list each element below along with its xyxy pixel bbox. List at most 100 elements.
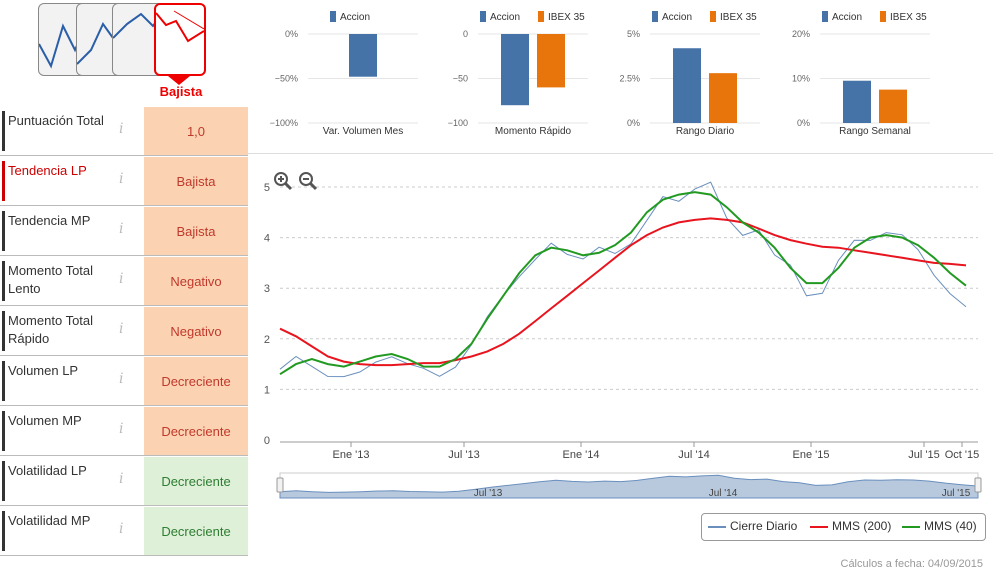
mini-chart-title: Var. Volumen Mes (323, 126, 403, 137)
y-tick-label: 3 (264, 283, 270, 295)
indicator-row: Momento Total Rápido i Negativo (0, 307, 248, 356)
x-tick-label: Ene '15 (793, 449, 830, 461)
x-tick-label: Ene '13 (333, 449, 370, 461)
bar-accion[interactable] (349, 34, 377, 77)
zoom-out-icon[interactable] (298, 171, 318, 191)
legend-mms200[interactable]: MMS (200) (810, 519, 891, 533)
info-icon[interactable]: i (119, 171, 124, 187)
series-cierre-diario[interactable] (279, 181, 967, 378)
row-marker (2, 211, 5, 251)
info-icon[interactable]: i (119, 271, 124, 287)
legend-cierre[interactable]: Cierre Diario (708, 519, 797, 533)
bar-accion[interactable] (501, 34, 529, 106)
legend-swatch (880, 11, 886, 22)
indicator-label: Momento Total Lento (8, 263, 94, 296)
indicator-label: Tendencia LP (8, 163, 87, 178)
navigator-label: Jul '14 (709, 488, 738, 499)
legend-swatch (538, 11, 544, 22)
indicator-label: Tendencia MP (8, 213, 91, 228)
navigator-area (279, 474, 979, 499)
y-tick-label: 20% (792, 29, 810, 39)
mini-chart: Accion 0% −50% −100% Var. Volumen Mes (270, 11, 418, 137)
legend-label: Accion (662, 12, 692, 23)
x-tick-label: Ene '14 (563, 449, 600, 461)
legend-label: IBEX 35 (548, 12, 585, 23)
indicator-row: Tendencia MP i Bajista (0, 207, 248, 256)
indicator-label: Momento Total Rápido (8, 313, 94, 346)
price-chart[interactable]: 5 4 3 2 1 0 Ene '13 Jul '13 Ene '14 Jul '14 Ene '1… (248, 153, 993, 513)
row-marker (2, 361, 5, 401)
selected-trend-label: Bajista (159, 84, 203, 99)
y-tick-label: 0% (285, 29, 298, 39)
x-tick-label: Jul '15 (908, 449, 939, 461)
legend-swatch (822, 11, 828, 22)
indicator-value: Negativo (144, 307, 248, 355)
zoom-in-icon[interactable] (273, 171, 293, 191)
y-tick-label: 2 (264, 334, 270, 346)
legend-label: Accion (832, 12, 862, 23)
info-icon[interactable]: i (119, 421, 124, 437)
indicator-row: Volatilidad MP i Decreciente (0, 507, 248, 556)
y-tick-label: −50% (275, 74, 298, 84)
indicator-label: Volumen LP (8, 363, 79, 378)
bar-ibex-35[interactable] (537, 34, 565, 88)
calculation-date: Cálculos a fecha: 04/09/2015 (840, 558, 984, 570)
info-icon[interactable]: i (119, 371, 124, 387)
y-tick-label: −50 (453, 74, 468, 84)
y-tick-label: −100 (448, 118, 468, 128)
indicator-value: Decreciente (144, 457, 248, 505)
info-icon[interactable]: i (119, 521, 124, 537)
row-marker (2, 411, 5, 451)
y-tick-label: −100% (270, 118, 298, 128)
indicator-label: Volatilidad LP (8, 463, 87, 478)
legend-label: IBEX 35 (890, 12, 927, 23)
legend-mms40[interactable]: MMS (40) (902, 519, 977, 533)
y-tick-label: 1 (264, 384, 270, 396)
indicator-row: Volumen LP i Decreciente (0, 357, 248, 406)
indicator-label: Puntuación Total (8, 113, 104, 128)
y-tick-label: 5% (627, 29, 640, 39)
row-marker (2, 461, 5, 501)
y-tick-label: 2.5% (619, 74, 640, 84)
legend-label: IBEX 35 (720, 12, 757, 23)
indicator-row: Volumen MP i Decreciente (0, 407, 248, 456)
row-marker (2, 311, 5, 351)
legend-label: Accion (340, 12, 370, 23)
navigator-label: Jul '13 (474, 488, 503, 499)
indicator-label: Volatilidad MP (8, 513, 91, 528)
bar-ibex-35[interactable] (709, 73, 737, 123)
info-icon[interactable]: i (119, 121, 124, 137)
info-icon[interactable]: i (119, 471, 124, 487)
indicator-row: Tendencia LP i Bajista (0, 157, 248, 206)
info-icon[interactable]: i (119, 221, 124, 237)
legend-swatch (480, 11, 486, 22)
row-marker (2, 111, 5, 151)
indicator-value: Decreciente (144, 407, 248, 455)
bar-ibex-35[interactable] (879, 89, 907, 123)
row-marker (2, 511, 5, 551)
indicator-value: Bajista (144, 207, 248, 255)
indicator-label: Volumen MP (8, 413, 82, 428)
y-tick-label: 10% (792, 74, 810, 84)
y-tick-label: 0 (463, 29, 468, 39)
navigator-label: Jul '15 (942, 488, 971, 499)
bar-accion[interactable] (843, 80, 871, 123)
x-tick-label: Jul '14 (678, 449, 709, 461)
chart-legend: Cierre Diario MMS (200) MMS (40) (701, 513, 986, 541)
legend-label: Accion (490, 12, 520, 23)
navigator-handle-right[interactable] (974, 477, 982, 493)
bar-accion[interactable] (673, 48, 701, 123)
mini-chart: Accion IBEX 35 20% 10% 0% Rango Semanal (792, 11, 930, 137)
y-tick-label: 4 (264, 233, 270, 245)
navigator-handle-left[interactable] (276, 477, 284, 493)
series-mms-40-[interactable] (279, 191, 967, 376)
y-tick-label: 5 (264, 182, 270, 194)
trend-thumb-bajista[interactable] (154, 3, 206, 76)
indicator-row: Momento Total Lento i Negativo (0, 257, 248, 306)
indicator-value: Negativo (144, 257, 248, 305)
row-marker (2, 261, 5, 301)
mini-chart-title: Rango Diario (676, 126, 735, 137)
y-tick-label: 0% (797, 118, 810, 128)
mini-chart-title: Momento Rápido (495, 126, 572, 137)
info-icon[interactable]: i (119, 321, 124, 337)
